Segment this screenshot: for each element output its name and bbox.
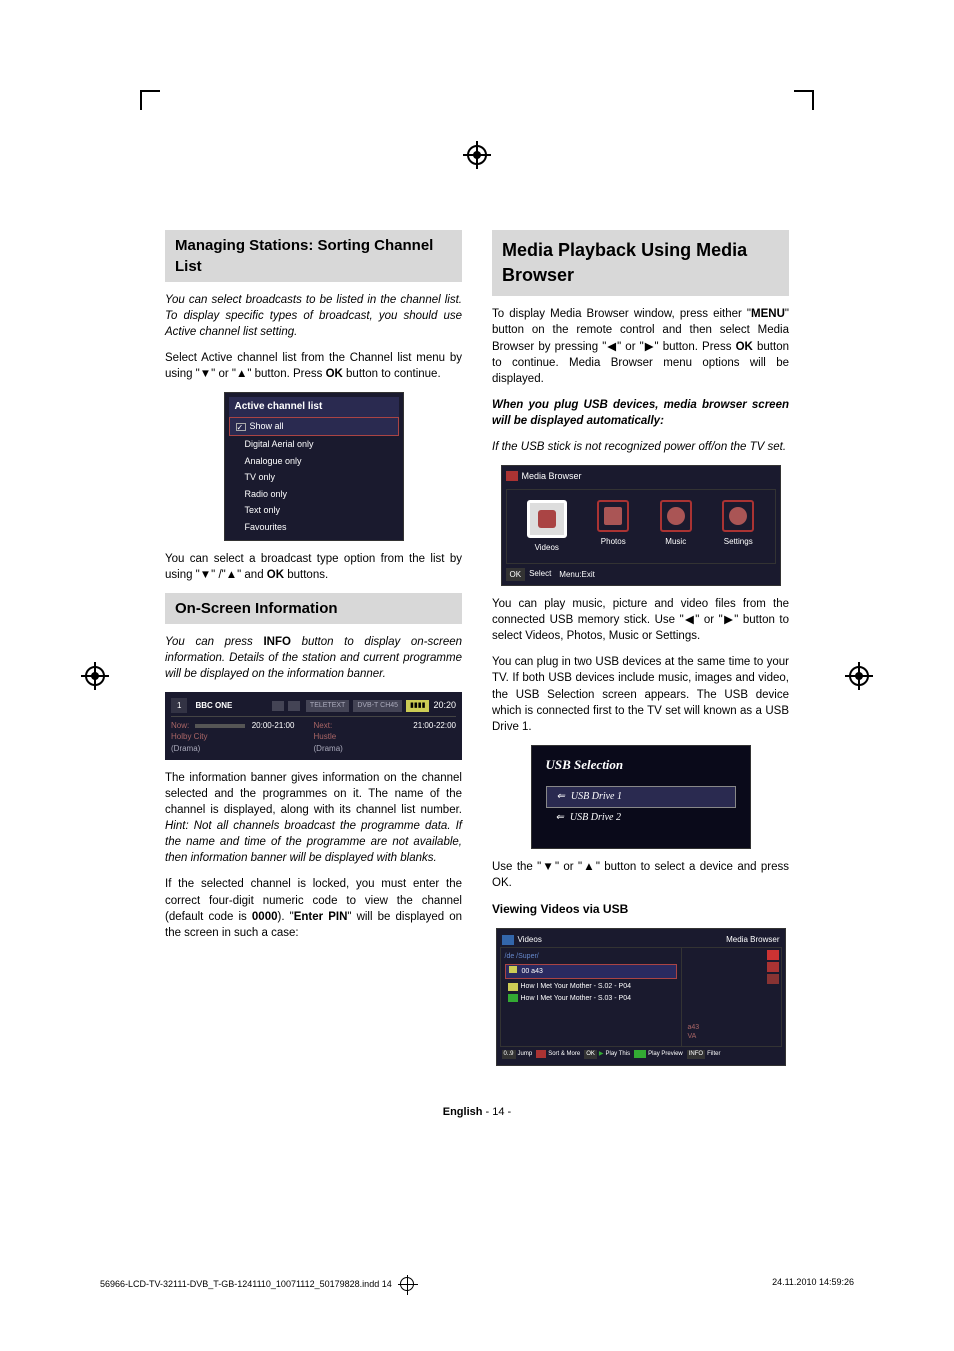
registration-mark-icon [400,1277,414,1291]
folder-path: /de /Super/ [505,952,677,962]
usb-drive-1: ⇐ USB Drive 1 [546,786,736,808]
red-button-icon [767,950,779,960]
vb-breadcrumb: Media Browser [726,934,779,945]
right-triangle-icon: ▶ [644,341,655,353]
teletext-icon [288,701,300,711]
media-browser-screenshot: Media Browser Videos Photos Music [501,465,781,586]
indd-filename: 56966-LCD-TV-32111-DVB_T-GB-1241110_1007… [100,1279,392,1289]
left-triangle-icon: ◀ [684,614,696,626]
active-channel-list-screenshot: Active channel list Show all Digital Aer… [224,392,404,540]
up-triangle-icon: ▲ [582,861,596,873]
right-column: Media Playback Using Media Browser To di… [492,230,789,1076]
ac-item: Favourites [229,519,399,536]
photos-icon [604,507,622,525]
footer-jump: 0..9Jump [502,1050,533,1058]
registration-mark-top [467,145,487,165]
ac-item: Digital Aerial only [229,436,399,453]
ac-item-selected: Show all [229,417,399,436]
usb-title: USB Selection [546,756,736,774]
body-text: Use the "▼" or "▲" button to select a de… [492,859,789,891]
down-triangle-icon: ▼ [200,569,211,581]
clock: 20:20 [433,699,456,712]
crop-mark-top-left [140,90,160,110]
indd-date: 24.11.2010 14:59:26 [772,1277,854,1291]
body-text: The information banner gives information… [165,770,462,867]
file-row: How I Met Your Mother - S.03 - P04 [505,993,677,1005]
intro-text: You can select broadcasts to be listed i… [165,292,462,340]
body-text: Select Active channel list from the Chan… [165,350,462,382]
section-header-onscreen-info: On-Screen Information [165,593,462,624]
info-banner-screenshot: 1 BBC ONE TELETEXT DVB-T CH45 ▮▮▮▮ 20:20… [165,692,462,760]
vb-title: Videos [518,934,542,945]
videos-icon [538,510,556,528]
up-triangle-icon: ▲ [236,368,247,380]
ok-key-icon: OK [506,568,526,581]
usb-selection-screenshot: USB Selection ⇐ USB Drive 1 ⇐ USB Drive … [531,745,751,849]
video-browser-screenshot: Videos Media Browser /de /Super/ 00 a43 … [496,928,786,1066]
videos-header-icon [502,935,514,945]
subsection-viewing-videos: Viewing Videos via USB [492,901,789,918]
footer-play-this: OK▶Play This [584,1050,630,1058]
channel-number: 1 [171,698,187,713]
ac-item: Radio only [229,486,399,503]
mb-item-photos: Photos [597,500,629,553]
channel-name: BBC ONE [195,700,271,711]
indd-footer: 56966-LCD-TV-32111-DVB_T-GB-1241110_1007… [100,1277,854,1291]
usb-icon: ⇐ [557,790,565,804]
footer-filter: INFOFilter [687,1050,721,1058]
body-text: You can plug in two USB devices at the s… [492,654,789,734]
banner-icons [272,701,300,711]
video-file-icon [508,983,518,991]
mb-title: Media Browser [522,470,582,483]
section-header-media-playback: Media Playback Using Media Browser [492,230,789,296]
progress-bar [195,724,245,728]
ac-header: Active channel list [229,397,399,417]
footer-play-preview: Play Preview [634,1050,683,1058]
down-triangle-icon: ▼ [541,861,555,873]
footer-sort: Sort & More [536,1050,580,1058]
body-text: If the selected channel is locked, you m… [165,876,462,940]
file-row: How I Met Your Mother - S.02 - P04 [505,981,677,993]
signal-icon: ▮▮▮▮ [406,700,429,712]
registration-mark-right [849,666,869,686]
body-text: You can play music, picture and video fi… [492,596,789,644]
media-browser-icon [506,471,518,481]
usb-icon: ⇐ [556,811,564,825]
body-text: To display Media Browser window, press e… [492,306,789,386]
bold-italic-note: When you plug USB devices, media browser… [492,397,789,429]
italic-note: If the USB stick is not recognized power… [492,439,789,455]
ac-item: Analogue only [229,453,399,470]
right-triangle-icon: ▶ [723,614,735,626]
shuffle-icon [767,974,779,984]
music-icon [667,507,685,525]
ch-tag: DVB-T CH45 [353,700,402,712]
checkbox-icon [236,423,246,431]
usb-drive-2: ⇐ USB Drive 2 [546,808,736,828]
left-triangle-icon: ◀ [606,341,617,353]
up-triangle-icon: ▲ [226,569,237,581]
intro-text: You can press INFO button to display on-… [165,634,462,682]
mb-item-music: Music [660,500,692,553]
tt-label: TELETEXT [306,700,349,712]
subtitle-icon [272,701,284,711]
registration-mark-left [85,666,105,686]
loop-icon [767,962,779,972]
ac-item: Text only [229,502,399,519]
body-text: You can select a broadcast type option f… [165,551,462,583]
mb-item-settings: Settings [722,500,754,553]
down-triangle-icon: ▼ [200,368,211,380]
section-header-channel-list: Managing Stations: Sorting Channel List [165,230,462,282]
mb-item-videos: Videos [527,500,567,553]
settings-icon [729,507,747,525]
left-column: Managing Stations: Sorting Channel List … [165,230,462,1076]
selected-file: 00 a43 [505,964,677,979]
video-file-icon [508,994,518,1002]
crop-mark-top-right [794,90,814,110]
page-footer: English - 14 - [70,1106,884,1118]
ac-item: TV only [229,469,399,486]
folder-icon [509,966,517,973]
